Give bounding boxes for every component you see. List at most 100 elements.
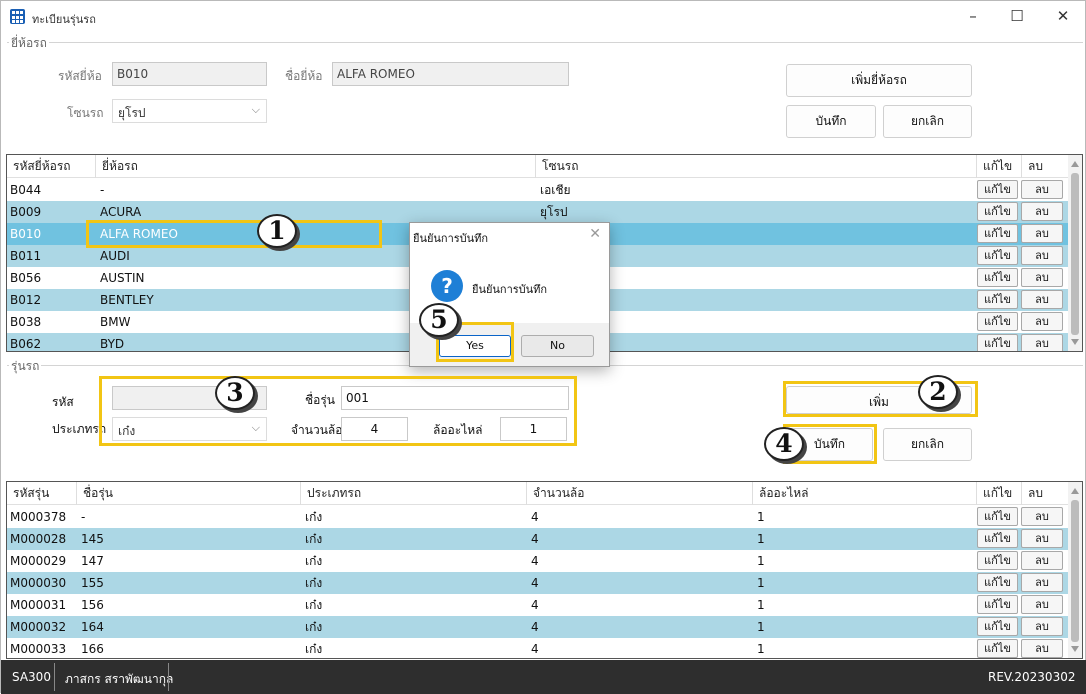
brand-cell-name: ALFA ROMEO — [100, 227, 178, 241]
brand-group-line — [7, 42, 1083, 43]
model-col-name[interactable]: ชื่อรุ่น — [77, 482, 301, 505]
model-cell-code: M000029 — [10, 554, 67, 568]
brand-grid-scrollbar[interactable] — [1068, 155, 1082, 351]
model-edit-button[interactable]: แก้ไข — [977, 507, 1018, 526]
add-brand-button[interactable]: เพิ่มยี่ห้อรถ — [786, 64, 972, 97]
dialog-yes-button[interactable]: Yes — [439, 335, 511, 357]
brand-col-name[interactable]: ยี่ห้อรถ — [96, 155, 536, 178]
model-table-row[interactable]: M000030 155 เก๋ง 4 1 แก้ไข ลบ — [7, 572, 1070, 594]
model-table-row[interactable]: M000033 166 เก๋ง 4 1 แก้ไข ลบ — [7, 638, 1070, 658]
model-delete-button[interactable]: ลบ — [1021, 529, 1063, 548]
brand-delete-button[interactable]: ลบ — [1021, 312, 1063, 331]
model-col-spare[interactable]: ล้ออะไหล่ — [753, 482, 977, 505]
brand-edit-button[interactable]: แก้ไข — [977, 224, 1018, 243]
brand-edit-button[interactable]: แก้ไข — [977, 312, 1018, 331]
zone-label: โซนรถ — [67, 106, 104, 120]
brand-name-field[interactable]: ALFA ROMEO — [332, 62, 569, 86]
model-grid-header: รหัสรุ่น ชื่อรุ่น ประเภทรถ จำนวนล้อ ล้ออ… — [7, 482, 1070, 505]
model-edit-button[interactable]: แก้ไข — [977, 529, 1018, 548]
brand-delete-button[interactable]: ลบ — [1021, 202, 1063, 221]
model-table-row[interactable]: M000028 145 เก๋ง 4 1 แก้ไข ลบ — [7, 528, 1070, 550]
status-separator — [54, 663, 55, 691]
brand-cancel-button[interactable]: ยกเลิก — [883, 105, 972, 138]
brand-table-row[interactable]: B044 - เอเชีย แก้ไข ลบ — [7, 179, 1070, 201]
model-table-row[interactable]: M000032 164 เก๋ง 4 1 แก้ไข ลบ — [7, 616, 1070, 638]
model-table-row[interactable]: M000378- เก๋ง 4 1 แก้ไข ลบ — [7, 506, 1070, 528]
model-table-row[interactable]: M000029 147 เก๋ง 4 1 แก้ไข ลบ — [7, 550, 1070, 572]
brand-cell-name: AUSTIN — [100, 271, 145, 285]
minimize-icon[interactable]: – — [969, 7, 977, 25]
spare-field[interactable]: 1 — [500, 417, 567, 441]
brand-table-row[interactable]: B056 AUSTIN แก้ไข ลบ — [7, 267, 1070, 289]
brand-save-button[interactable]: บันทึก — [786, 105, 876, 138]
brand-edit-button[interactable]: แก้ไข — [977, 290, 1018, 309]
model-delete-button[interactable]: ลบ — [1021, 507, 1063, 526]
brand-col-zone[interactable]: โซนรถ — [536, 155, 977, 178]
dialog-message: ยืนยันการบันทึก — [472, 283, 548, 296]
brand-table-row[interactable]: B038 BMW แก้ไข ลบ — [7, 311, 1070, 333]
dialog-no-button[interactable]: No — [521, 335, 594, 357]
model-cell-code: M000378 — [10, 510, 67, 524]
scroll-up-icon[interactable] — [1071, 161, 1079, 167]
model-edit-button[interactable]: แก้ไข — [977, 617, 1018, 636]
brand-col-code[interactable]: รหัสยี่ห้อรถ — [7, 155, 96, 178]
model-delete-button[interactable]: ลบ — [1021, 595, 1063, 614]
model-col-code[interactable]: รหัสรุ่น — [7, 482, 77, 505]
highlight-add-button — [783, 381, 978, 417]
brand-code-label: รหัสยี่ห้อ — [58, 69, 102, 83]
car-type-select[interactable]: เก๋ง ⌵ — [112, 417, 267, 441]
model-grid-scrollbar[interactable] — [1068, 482, 1082, 658]
scroll-thumb[interactable] — [1071, 500, 1079, 642]
brand-code-field[interactable]: B010 — [112, 62, 267, 86]
step-badge-3: 3 — [215, 376, 255, 410]
model-cell-type: เก๋ง — [305, 554, 323, 568]
model-table-row[interactable]: M000031 156 เก๋ง 4 1 แก้ไข ลบ — [7, 594, 1070, 616]
brand-delete-button[interactable]: ลบ — [1021, 290, 1063, 309]
brand-edit-button[interactable]: แก้ไข — [977, 334, 1018, 351]
model-grid: รหัสรุ่น ชื่อรุ่น ประเภทรถ จำนวนล้อ ล้ออ… — [6, 481, 1083, 659]
model-delete-button[interactable]: ลบ — [1021, 639, 1063, 658]
brand-edit-button[interactable]: แก้ไข — [977, 180, 1018, 199]
scroll-down-icon[interactable] — [1071, 646, 1079, 652]
model-edit-button[interactable]: แก้ไข — [977, 595, 1018, 614]
scroll-thumb[interactable] — [1071, 173, 1079, 335]
model-edit-button[interactable]: แก้ไข — [977, 639, 1018, 658]
model-cancel-button[interactable]: ยกเลิก — [883, 428, 972, 461]
brand-delete-button[interactable]: ลบ — [1021, 246, 1063, 265]
wheels-field[interactable]: 4 — [341, 417, 408, 441]
model-col-wheels[interactable]: จำนวนล้อ — [527, 482, 753, 505]
model-cell-wheels: 4 — [531, 510, 539, 524]
scroll-down-icon[interactable] — [1071, 339, 1079, 345]
highlight-yes-button — [436, 322, 514, 362]
brand-edit-button[interactable]: แก้ไข — [977, 202, 1018, 221]
dialog-close-icon[interactable]: ✕ — [589, 226, 601, 242]
model-cell-spare: 1 — [757, 576, 765, 590]
model-delete-button[interactable]: ลบ — [1021, 551, 1063, 570]
model-cell-name: 164 — [81, 620, 104, 634]
model-name-field[interactable]: 001 — [341, 386, 569, 410]
model-cell-spare: 1 — [757, 510, 765, 524]
zone-select[interactable]: ยุโรป ⌵ — [112, 99, 267, 123]
step-badge-4: 4 — [764, 427, 804, 461]
maximize-icon[interactable]: ☐ — [1010, 7, 1024, 25]
model-cell-type: เก๋ง — [305, 510, 323, 524]
step-badge-1: 1 — [257, 214, 297, 248]
model-delete-button[interactable]: ลบ — [1021, 573, 1063, 592]
model-edit-button[interactable]: แก้ไข — [977, 551, 1018, 570]
scroll-up-icon[interactable] — [1071, 488, 1079, 494]
brand-edit-button[interactable]: แก้ไข — [977, 268, 1018, 287]
brand-delete-button[interactable]: ลบ — [1021, 268, 1063, 287]
model-delete-button[interactable]: ลบ — [1021, 617, 1063, 636]
car-type-label: ประเภทรถ — [52, 422, 107, 436]
brand-delete-button[interactable]: ลบ — [1021, 180, 1063, 199]
brand-delete-button[interactable]: ลบ — [1021, 334, 1063, 351]
brand-delete-button[interactable]: ลบ — [1021, 224, 1063, 243]
model-cell-type: เก๋ง — [305, 620, 323, 634]
model-edit-button[interactable]: แก้ไข — [977, 573, 1018, 592]
model-cell-code: M000033 — [10, 642, 67, 656]
close-icon[interactable]: ✕ — [1056, 7, 1070, 25]
model-col-type[interactable]: ประเภทรถ — [301, 482, 527, 505]
brand-cell-name: - — [100, 183, 105, 197]
brand-edit-button[interactable]: แก้ไข — [977, 246, 1018, 265]
